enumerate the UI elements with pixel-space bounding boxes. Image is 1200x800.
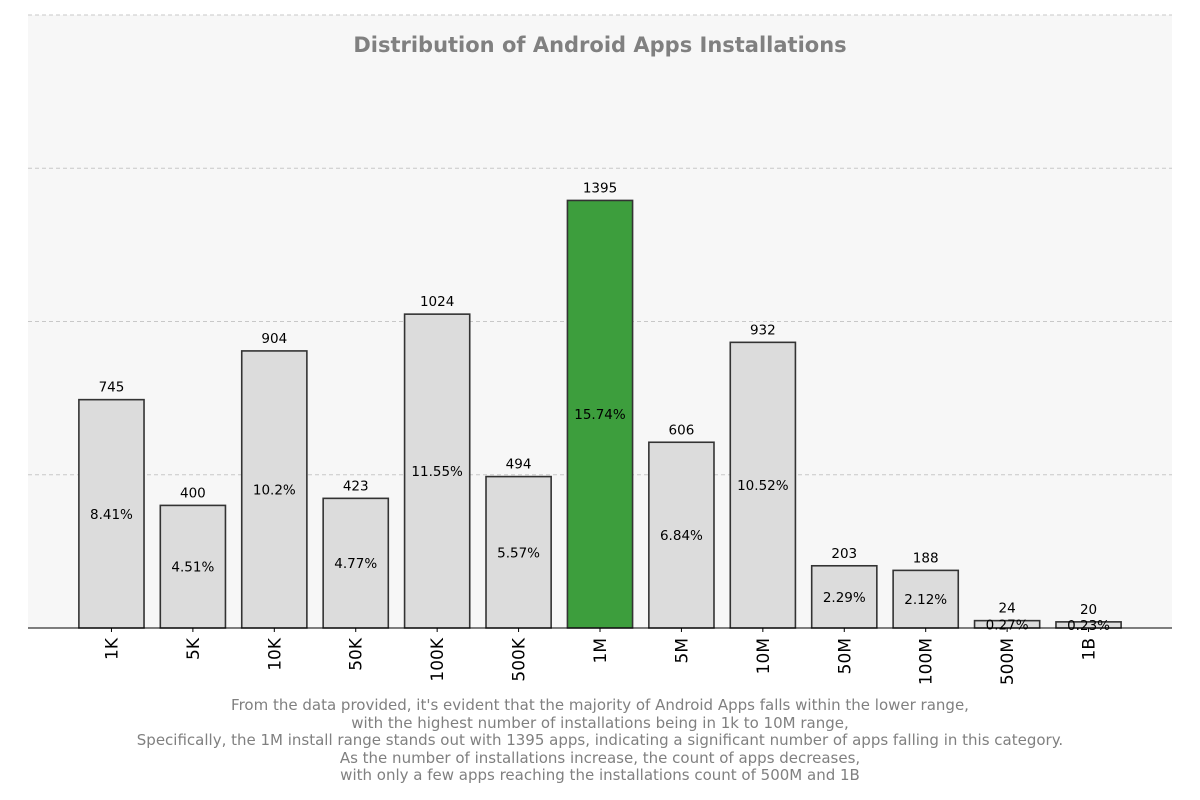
bar-5m [648,441,715,629]
x-tick-label: 1M [591,638,611,663]
chart-title: Distribution of Android Apps Installatio… [353,33,846,57]
x-tick-label: 50M [835,638,855,674]
bars: 745 8.41% 400 4.51% 904 10.2% 423 4.77% 1024 11.5… [78,180,1122,634]
caption-line: Specifically, the 1M install range stand… [136,731,1064,749]
caption-line: with the highest number of installations… [351,713,849,732]
value-label: 203 [831,546,857,562]
x-tick-label: 1K [102,637,122,660]
gridlines [28,14,1172,476]
value-label: 932 [750,322,776,338]
percent-label: 2.12% [904,592,947,608]
percent-label: 6.84% [660,528,703,544]
percent-label: 0.27% [986,617,1029,633]
x-tick-label: 5M [672,638,692,663]
value-label: 904 [261,331,287,347]
bar-50m [810,564,878,629]
value-label: 1395 [583,180,617,196]
x-tick-labels: 1K 5K 10K 50K 100K 500K 1M 5M 10M 50M 100M 500M 1B [102,628,1100,685]
value-label: 20 [1080,602,1097,618]
chart-caption: From the data provided, it's evident tha… [0,696,1200,785]
value-label: 188 [913,550,939,566]
bar-10k [240,350,308,629]
percent-label: 4.77% [334,556,377,572]
caption-line: with only a few apps reaching the instal… [340,766,860,784]
caption-line: As the number of installations increase,… [339,748,861,767]
bar-1m [566,199,634,629]
value-label: 745 [99,380,125,396]
value-label: 606 [669,422,695,438]
x-tick-label: 50K [347,637,367,671]
percent-label: 5.57% [497,545,540,561]
percent-label: 2.29% [823,590,866,606]
x-tick-label: 10M [754,638,774,674]
percent-label: 4.51% [171,560,214,576]
value-label: 400 [180,485,206,501]
value-label: 494 [506,457,532,473]
percent-label: 10.52% [737,478,789,494]
value-label: 24 [999,601,1016,617]
x-tick-label: 5K [184,637,204,660]
percent-label: 8.41% [90,507,133,523]
x-tick-label: 500K [510,637,530,681]
value-label: 1024 [420,294,454,310]
percent-label: 0.23% [1067,618,1110,634]
caption-line: From the data provided, it's evident tha… [231,696,969,714]
percent-label: 15.74% [574,407,626,423]
percent-label: 10.2% [253,482,296,498]
x-tick-label: 100K [428,637,448,681]
bar-50k [322,497,390,629]
value-label: 423 [343,478,369,494]
bar-10m [729,341,797,629]
percent-label: 11.55% [411,464,463,480]
bar-100k [403,313,471,629]
x-tick-label: 100M [917,638,937,685]
bar-100m [892,569,960,629]
x-tick-label: 500M [998,638,1018,685]
x-tick-label: 10K [265,637,285,671]
bar-1k [78,398,145,629]
x-tick-label: 1B [1080,638,1100,660]
bar-500k [485,475,552,629]
